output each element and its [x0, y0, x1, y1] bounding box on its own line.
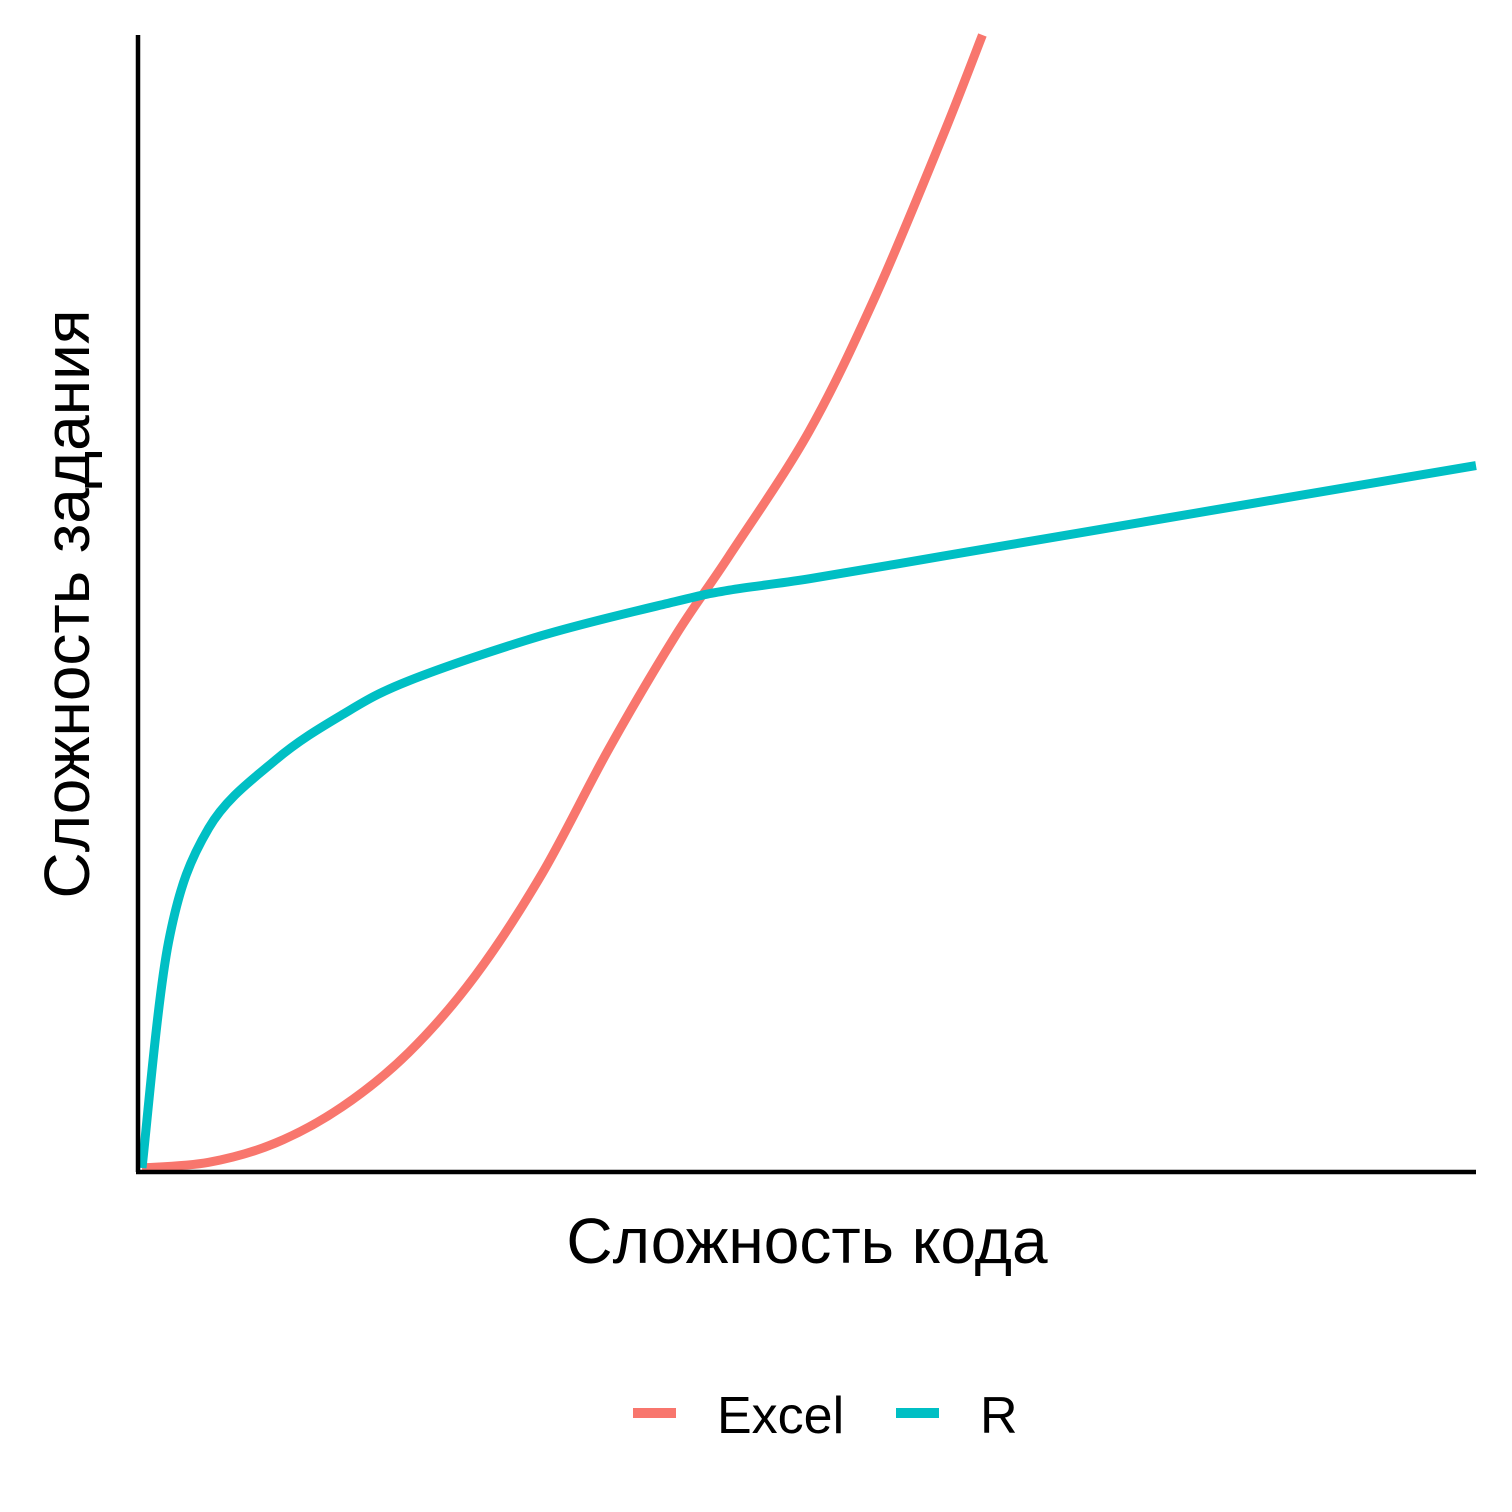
- y-axis-title: Сложность задания: [31, 310, 103, 899]
- series-line-r: [137, 461, 1477, 1169]
- legend: Excel R: [633, 1387, 1018, 1445]
- series-line-excel: [141, 33, 987, 1173]
- x-axis-title: Сложность кода: [566, 1205, 1048, 1277]
- legend-label-r: R: [980, 1387, 1018, 1445]
- legend-label-excel: Excel: [717, 1387, 844, 1445]
- series-layer: [137, 33, 1477, 1173]
